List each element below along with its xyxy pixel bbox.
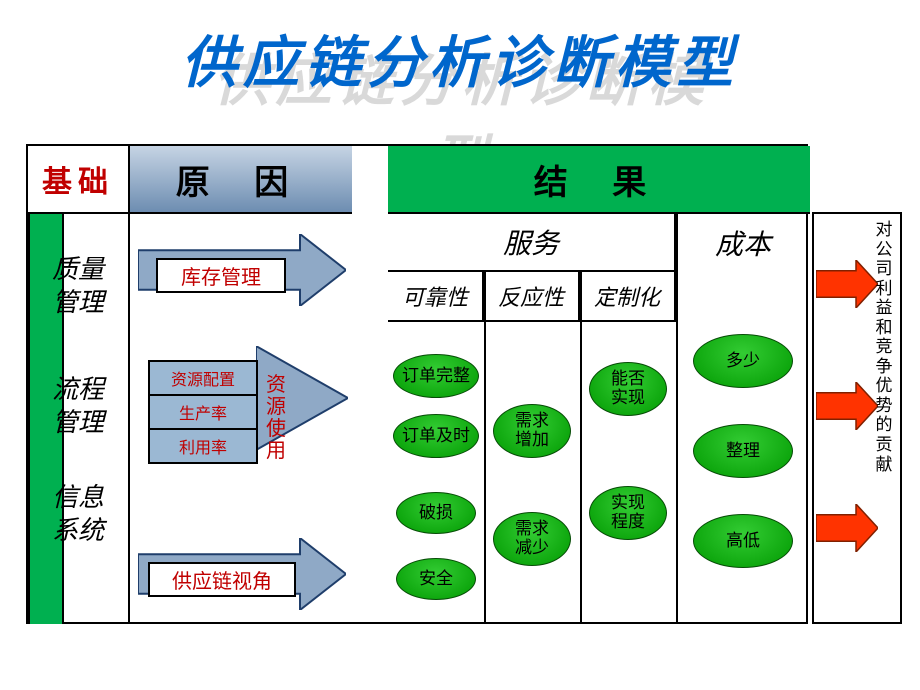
diagram-frame: 基础 原 因 结 果 质量管理流程管理信息系统 库存管理 资源配置生产率利用率资… bbox=[26, 144, 808, 624]
result-oval: 订单及时 bbox=[393, 414, 479, 458]
result-oval: 破损 bbox=[396, 492, 476, 534]
service-header: 服务 bbox=[388, 214, 676, 272]
red-arrow-1 bbox=[816, 382, 878, 430]
red-arrow-2 bbox=[816, 504, 878, 552]
header-cause: 原 因 bbox=[128, 146, 352, 214]
title-main: 供应链分析诊断模型 bbox=[181, 33, 739, 95]
cost-header: 成本 bbox=[676, 214, 810, 272]
cause-arrow-1: 库存管理 bbox=[138, 234, 346, 306]
divider-v1 bbox=[128, 214, 130, 622]
result-oval: 实现程度 bbox=[589, 486, 667, 540]
result-divider-1 bbox=[484, 272, 486, 622]
header-foundation: 基础 bbox=[28, 146, 128, 214]
result-divider-2 bbox=[580, 272, 582, 622]
page-title: 供应链分析诊断模型 供应链分析诊断模型 bbox=[0, 0, 920, 109]
result-oval: 能否实现 bbox=[589, 362, 667, 416]
result-oval: 整理 bbox=[693, 424, 793, 478]
result-oval: 需求减少 bbox=[493, 512, 571, 566]
header-result: 结 果 bbox=[388, 146, 810, 214]
cause-box-2: 利用率 bbox=[150, 430, 256, 462]
foundation-item-2: 信息系统 bbox=[28, 482, 128, 547]
cause-side-label: 资源使用 bbox=[262, 374, 290, 462]
cause-box-0: 资源配置 bbox=[150, 362, 256, 396]
sub-header-customization: 定制化 bbox=[580, 272, 676, 322]
result-divider-3 bbox=[676, 214, 678, 622]
red-arrow-0 bbox=[816, 260, 878, 308]
foundation-item-1: 流程管理 bbox=[28, 374, 128, 439]
cause-resource-boxes: 资源配置生产率利用率 bbox=[148, 360, 258, 464]
result-body: 服务 成本 可靠性 反应性 定制化 订单完整订单及时破损安全 需求增加需求减少 能否… bbox=[388, 214, 810, 622]
right-panel: 对公司利益和竞争优势的贡献 bbox=[812, 212, 902, 624]
cause-box-1: 生产率 bbox=[150, 396, 256, 430]
sub-header-reliability: 可靠性 bbox=[388, 272, 484, 322]
result-oval: 高低 bbox=[693, 514, 793, 568]
result-oval: 安全 bbox=[396, 558, 476, 600]
result-oval: 订单完整 bbox=[393, 354, 479, 398]
cause-arrow-3: 供应链视角 bbox=[138, 538, 346, 610]
result-oval: 需求增加 bbox=[493, 404, 571, 458]
right-panel-text: 对公司利益和竞争优势的贡献 bbox=[874, 220, 894, 474]
foundation-item-0: 质量管理 bbox=[28, 254, 128, 319]
result-oval: 多少 bbox=[693, 334, 793, 388]
sub-header-responsiveness: 反应性 bbox=[484, 272, 580, 322]
